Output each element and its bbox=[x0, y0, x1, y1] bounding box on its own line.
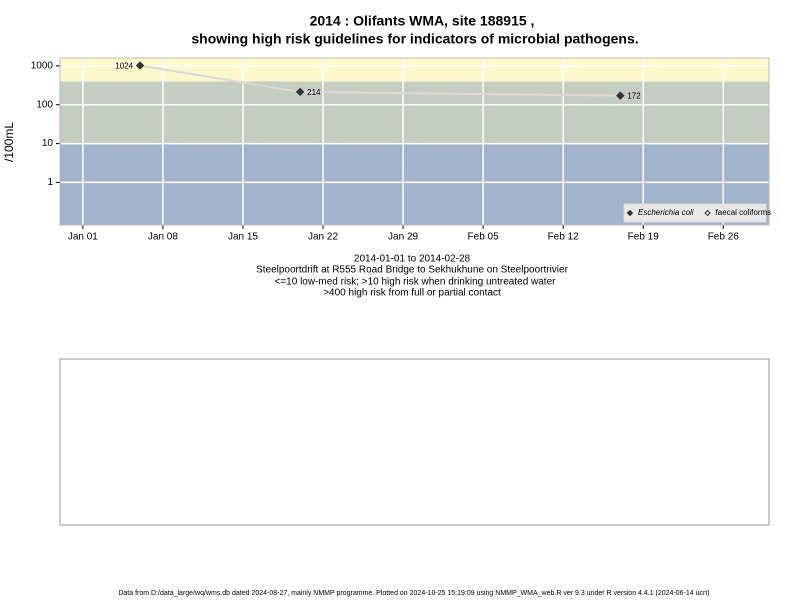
caption: Steelpoortdrift at R555 Road Bridge to S… bbox=[256, 265, 569, 276]
y-tick-label: 1000 bbox=[31, 61, 54, 72]
data-point bbox=[135, 61, 145, 70]
x-tick-label: Jan 01 bbox=[68, 232, 98, 243]
footer: Data from D:/data_large/wq/wms.db dated … bbox=[118, 590, 709, 597]
caption: <=10 low-med risk; >10 high risk when dr… bbox=[275, 277, 557, 288]
x-tick-label: Feb 05 bbox=[468, 232, 500, 243]
x-tick-label: Feb 12 bbox=[548, 232, 580, 243]
x-tick-label: Jan 08 bbox=[148, 232, 178, 243]
empty-panel bbox=[59, 358, 770, 526]
legend-label: Escherichia coli bbox=[638, 208, 694, 217]
x-tick-label: Jan 22 bbox=[308, 232, 338, 243]
risk-band bbox=[60, 81, 769, 144]
y-axis-label: /100mL bbox=[2, 122, 16, 162]
y-tick-label: 1 bbox=[47, 177, 53, 188]
legend-marker bbox=[626, 209, 634, 217]
legend-label: faecal coliforms bbox=[716, 208, 772, 217]
data-label: 214 bbox=[307, 88, 321, 97]
data-point bbox=[295, 87, 305, 97]
x-tick-label: Feb 26 bbox=[708, 232, 740, 243]
risk-band bbox=[60, 58, 769, 82]
y-tick-label: 100 bbox=[36, 99, 53, 110]
caption: 2014-01-01 to 2014-02-28 bbox=[354, 254, 471, 265]
x-tick-label: Jan 29 bbox=[388, 232, 418, 243]
data-label: 1024 bbox=[115, 62, 133, 71]
plot-frame bbox=[59, 57, 770, 226]
chart-title: showing high risk guidelines for indicat… bbox=[191, 31, 638, 47]
legend-box bbox=[623, 203, 767, 223]
data-point bbox=[616, 91, 625, 100]
caption: >400 high risk from full or partial cont… bbox=[323, 288, 501, 299]
y-tick-label: 10 bbox=[42, 138, 54, 149]
data-label: 172 bbox=[627, 92, 641, 101]
legend-marker bbox=[704, 209, 711, 217]
chart-title: 2014 : Olifants WMA, site 188915 , bbox=[310, 13, 535, 29]
x-tick-label: Feb 19 bbox=[628, 232, 660, 243]
x-tick-label: Jan 15 bbox=[228, 232, 258, 243]
